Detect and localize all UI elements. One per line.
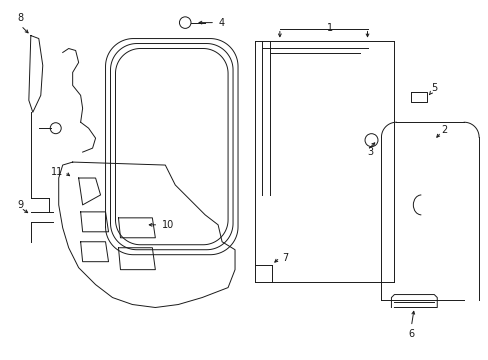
Text: 8: 8 xyxy=(18,13,24,23)
Text: 6: 6 xyxy=(407,329,413,339)
Text: 2: 2 xyxy=(440,125,447,135)
Text: 5: 5 xyxy=(430,84,437,93)
Text: 10: 10 xyxy=(162,220,174,230)
Text: 9: 9 xyxy=(18,200,24,210)
Text: 7: 7 xyxy=(281,253,287,263)
Text: 4: 4 xyxy=(218,18,224,28)
Text: 1: 1 xyxy=(326,23,332,32)
Text: 3: 3 xyxy=(367,147,373,157)
Text: 11: 11 xyxy=(50,167,62,177)
